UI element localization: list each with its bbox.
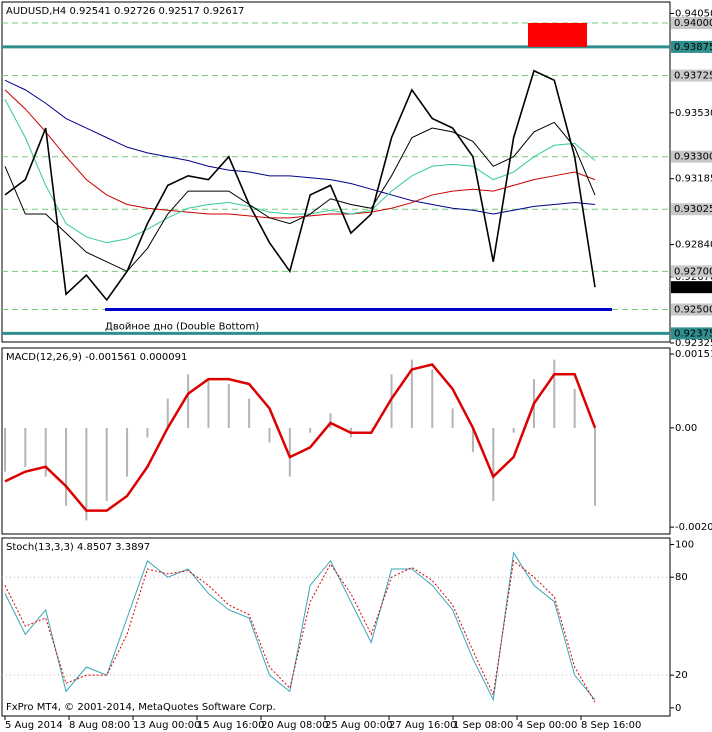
- panel-frame: [1, 347, 671, 535]
- y-tick-label: 100: [675, 540, 694, 551]
- x-tick-label: 8 Aug 08:00: [69, 720, 130, 731]
- y-tick-label: 20: [675, 670, 688, 681]
- level-label-bg: [671, 203, 712, 216]
- histogram-bar: [471, 427, 474, 453]
- panel-title: Stoch(13,3,3) 4.8507 3.3897: [6, 542, 150, 553]
- histogram-bar: [227, 384, 230, 428]
- histogram-bar: [451, 408, 454, 428]
- histogram-bar: [166, 398, 169, 428]
- histogram-bar: [410, 359, 413, 428]
- y-tick-label: 0: [675, 703, 681, 714]
- x-tick-label: 13 Aug 00:00: [133, 720, 200, 731]
- histogram-bar: [126, 427, 129, 477]
- level-label: 0.92700: [674, 266, 712, 277]
- panel-title: AUDUSD,H4 0.92541 0.92726 0.92517 0.9261…: [6, 6, 244, 17]
- x-tick-label: 5 Aug 2014: [5, 720, 63, 731]
- level-label-bg: [671, 69, 712, 82]
- histogram-bar: [512, 427, 515, 433]
- series-line: [4, 69, 596, 302]
- histogram-bar: [65, 427, 68, 506]
- histogram-bar: [105, 427, 108, 501]
- panel-title: MACD(12,26,9) -0.001561 0.000091: [6, 352, 187, 363]
- x-tick-label: 1 Sep 08:00: [453, 720, 513, 731]
- footer: FxPro MT4, © 2001-2014, MetaQuotes Softw…: [6, 702, 276, 713]
- histogram-bar: [44, 427, 47, 477]
- histogram-bar: [370, 427, 373, 429]
- level-label-bg: [671, 303, 712, 316]
- histogram-bar: [207, 379, 210, 428]
- level-label: 0.92375: [674, 328, 712, 339]
- panel-frame: [1, 537, 671, 717]
- x-tick-label: 27 Aug 16:00: [389, 720, 456, 731]
- histogram-bar: [573, 388, 576, 428]
- histogram-bar: [24, 427, 27, 467]
- series-line: [4, 551, 596, 702]
- y-tick-label: 0.92325: [675, 338, 712, 349]
- x-tick-label: 25 Aug 00:00: [325, 720, 392, 731]
- histogram-bar: [187, 374, 190, 428]
- series-line: [4, 79, 596, 215]
- level-label: 0.93025: [674, 204, 712, 215]
- histogram-bar: [594, 427, 596, 506]
- x-tick-label: 20 Aug 08:00: [261, 720, 328, 731]
- level-label-bg: [671, 281, 712, 294]
- level-label-bg: [671, 150, 712, 163]
- histogram-bar: [431, 369, 434, 428]
- level-label-bg: [671, 17, 712, 30]
- histogram-bar: [85, 427, 88, 521]
- histogram-bar: [288, 427, 291, 477]
- histogram-bar: [492, 427, 495, 501]
- level-label: 0.92617: [674, 282, 712, 293]
- series-line: [4, 121, 596, 272]
- histogram-bar: [553, 359, 556, 428]
- y-tick-label: -0.002039: [675, 522, 712, 533]
- level-label: 0.93300: [674, 152, 712, 163]
- histogram-bar: [4, 427, 6, 472]
- histogram-bar: [309, 427, 312, 433]
- x-tick-label: 15 Aug 16:00: [197, 720, 264, 731]
- series-line: [4, 89, 596, 219]
- histogram-bar: [146, 427, 149, 438]
- series-line: [4, 363, 597, 512]
- series-line: [4, 559, 596, 703]
- support-label: Двойное дно (Double Bottom): [105, 322, 259, 333]
- y-tick-label: 80: [675, 572, 688, 583]
- y-tick-label: 0.93185: [675, 174, 712, 185]
- panel-frame: [1, 1, 671, 343]
- level-label-bg: [671, 40, 712, 53]
- level-label-bg: [671, 265, 712, 278]
- histogram-bar: [248, 398, 251, 428]
- x-tick-label: 8 Sep 16:00: [581, 720, 641, 731]
- y-tick-label: 0.001516: [675, 349, 712, 360]
- resistance-zone: [528, 23, 587, 47]
- level-label: 0.93875: [674, 42, 712, 53]
- level-label: 0.92500: [674, 305, 712, 316]
- histogram-bar: [329, 413, 332, 428]
- level-label: 0.94000: [674, 18, 712, 29]
- level-label-bg: [671, 327, 712, 340]
- histogram-bar: [268, 427, 271, 443]
- x-tick-label: 4 Sep 00:00: [517, 720, 577, 731]
- y-tick-label: 0.00: [675, 423, 697, 434]
- series-line: [4, 99, 596, 244]
- level-label: 0.93725: [674, 71, 712, 82]
